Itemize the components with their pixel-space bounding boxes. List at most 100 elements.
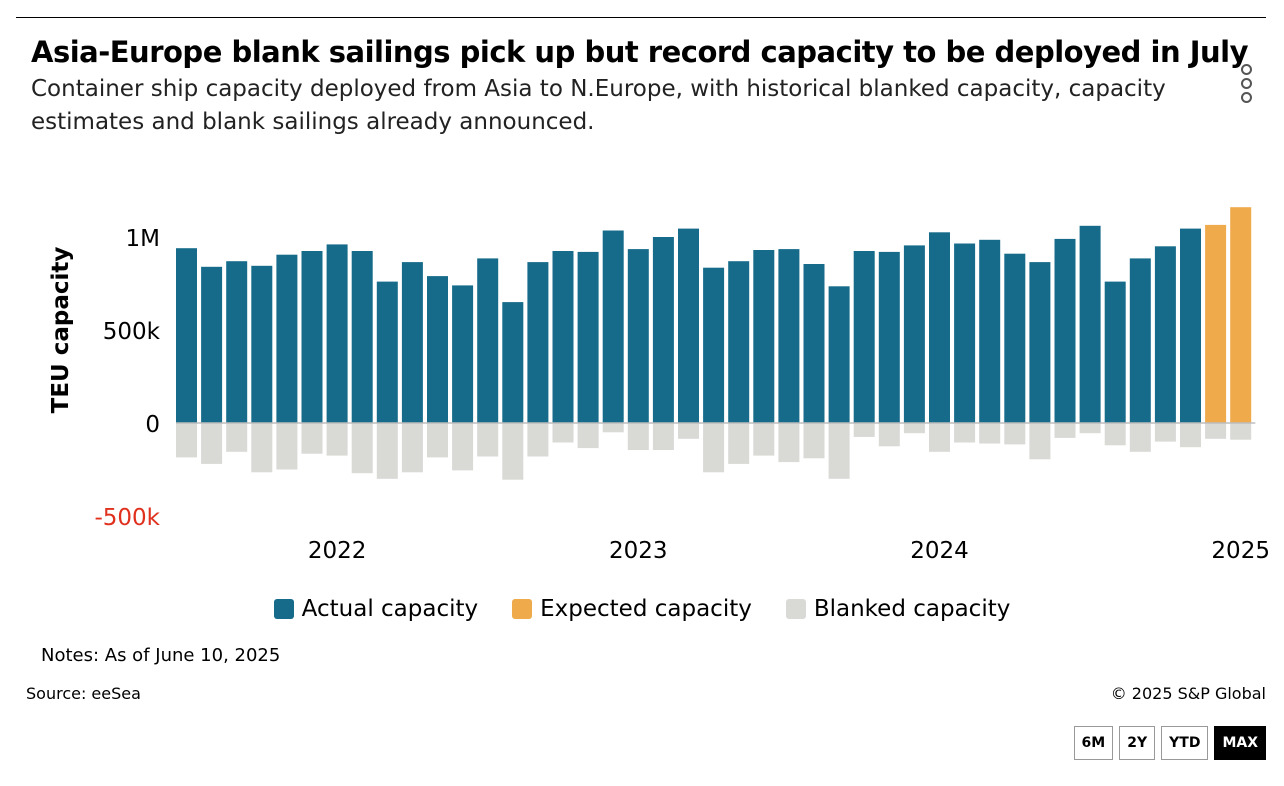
bar-blanked-1[interactable] xyxy=(201,423,223,464)
bar-blanked-18[interactable] xyxy=(627,423,649,450)
bar-actual-1[interactable] xyxy=(201,266,223,423)
bar-blanked-33[interactable] xyxy=(1004,423,1026,445)
bar-blanked-20[interactable] xyxy=(678,423,699,439)
bar-blanked-4[interactable] xyxy=(276,423,298,470)
bar-actual-12[interactable] xyxy=(477,258,499,423)
bar-actual-27[interactable] xyxy=(853,251,875,423)
bar-blanked-13[interactable] xyxy=(502,423,524,480)
bar-blanked-10[interactable] xyxy=(427,423,448,458)
bar-actual-39[interactable] xyxy=(1154,246,1176,423)
bar-actual-38[interactable] xyxy=(1129,258,1151,423)
bar-blanked-14[interactable] xyxy=(527,423,549,457)
bar-actual-32[interactable] xyxy=(979,239,1001,423)
legend-label-actual: Actual capacity xyxy=(301,596,479,622)
bar-blanked-38[interactable] xyxy=(1129,423,1151,452)
bar-blanked-30[interactable] xyxy=(929,423,950,452)
bar-actual-6[interactable] xyxy=(326,244,348,423)
bar-blanked-26[interactable] xyxy=(828,423,850,479)
bar-actual-4[interactable] xyxy=(276,254,298,423)
legend-item-blanked[interactable]: Blanked capacity xyxy=(785,596,1011,622)
bar-actual-14[interactable] xyxy=(527,262,549,423)
bar-actual-2[interactable] xyxy=(226,261,248,423)
bar-blanked-31[interactable] xyxy=(954,423,976,443)
bar-blanked-5[interactable] xyxy=(301,423,323,454)
bar-expected-41[interactable] xyxy=(1205,224,1227,423)
bar-actual-7[interactable] xyxy=(351,251,373,423)
bar-actual-19[interactable] xyxy=(652,237,674,423)
y-tick-label-3: -500k xyxy=(94,505,160,531)
bar-actual-23[interactable] xyxy=(753,250,775,423)
kebab-menu-icon[interactable] xyxy=(1236,64,1256,103)
bar-actual-13[interactable] xyxy=(502,302,524,423)
bar-blanked-17[interactable] xyxy=(602,423,624,433)
x-tick-label-2: 2024 xyxy=(910,538,969,564)
bar-blanked-7[interactable] xyxy=(351,423,373,474)
bar-actual-25[interactable] xyxy=(803,264,825,423)
bar-blanked-27[interactable] xyxy=(853,423,875,437)
bar-actual-16[interactable] xyxy=(577,251,599,423)
bar-actual-30[interactable] xyxy=(929,232,950,423)
bar-blanked-21[interactable] xyxy=(703,423,725,473)
bar-actual-29[interactable] xyxy=(903,245,925,423)
bar-actual-15[interactable] xyxy=(552,251,574,423)
bar-blanked-6[interactable] xyxy=(326,423,348,456)
bar-actual-31[interactable] xyxy=(954,243,976,424)
bar-blanked-28[interactable] xyxy=(878,423,900,447)
bar-actual-17[interactable] xyxy=(602,230,624,424)
range-button-ytd[interactable]: YTD xyxy=(1161,726,1209,760)
bar-actual-28[interactable] xyxy=(878,251,900,423)
bar-blanked-11[interactable] xyxy=(452,423,474,471)
range-button-max[interactable]: MAX xyxy=(1214,726,1266,760)
bar-blanked-24[interactable] xyxy=(778,423,800,463)
bar-blanked-39[interactable] xyxy=(1154,423,1176,442)
bar-actual-36[interactable] xyxy=(1079,225,1101,423)
bar-blanked-12[interactable] xyxy=(477,423,499,457)
bar-actual-22[interactable] xyxy=(728,261,750,423)
bar-blanked-23[interactable] xyxy=(753,423,775,456)
bar-actual-26[interactable] xyxy=(828,286,850,423)
bar-blanked-8[interactable] xyxy=(376,423,398,479)
bar-actual-11[interactable] xyxy=(452,285,474,423)
bar-actual-5[interactable] xyxy=(301,251,323,423)
bar-actual-40[interactable] xyxy=(1180,228,1201,423)
range-button-2y[interactable]: 2Y xyxy=(1119,726,1156,760)
bar-expected-42[interactable] xyxy=(1230,207,1252,423)
bar-blanked-9[interactable] xyxy=(401,423,423,473)
bar-blanked-41[interactable] xyxy=(1205,423,1227,439)
bar-actual-34[interactable] xyxy=(1029,262,1051,423)
legend-item-actual[interactable]: Actual capacity xyxy=(273,596,479,622)
bar-actual-0[interactable] xyxy=(176,248,197,423)
bar-actual-21[interactable] xyxy=(703,267,725,423)
bar-actual-33[interactable] xyxy=(1004,253,1026,423)
bar-blanked-0[interactable] xyxy=(176,423,197,458)
bar-blanked-32[interactable] xyxy=(979,423,1001,444)
bar-blanked-3[interactable] xyxy=(251,423,273,473)
range-button-6m[interactable]: 6M xyxy=(1073,726,1114,760)
bar-blanked-42[interactable] xyxy=(1230,423,1252,440)
bar-blanked-40[interactable] xyxy=(1180,423,1201,448)
bar-blanked-22[interactable] xyxy=(728,423,750,464)
bar-blanked-16[interactable] xyxy=(577,423,599,449)
bar-actual-24[interactable] xyxy=(778,249,800,423)
bar-blanked-15[interactable] xyxy=(552,423,574,443)
bar-blanked-19[interactable] xyxy=(652,423,674,450)
bar-blanked-34[interactable] xyxy=(1029,423,1051,460)
chart-title: Asia-Europe blank sailings pick up but r… xyxy=(31,35,1248,69)
legend-item-expected[interactable]: Expected capacity xyxy=(512,596,752,622)
bar-blanked-37[interactable] xyxy=(1104,423,1126,446)
bar-actual-18[interactable] xyxy=(627,249,649,423)
bar-actual-35[interactable] xyxy=(1054,238,1076,423)
bar-blanked-36[interactable] xyxy=(1079,423,1101,434)
bar-actual-37[interactable] xyxy=(1104,281,1126,423)
bar-actual-3[interactable] xyxy=(251,265,273,423)
bar-blanked-35[interactable] xyxy=(1054,423,1076,438)
source: Source: eeSea xyxy=(26,684,141,703)
bar-actual-20[interactable] xyxy=(678,228,699,423)
bar-actual-10[interactable] xyxy=(427,276,448,423)
bar-actual-9[interactable] xyxy=(401,262,423,423)
bar-blanked-29[interactable] xyxy=(903,423,925,434)
legend-label-blanked: Blanked capacity xyxy=(813,596,1011,622)
bar-blanked-2[interactable] xyxy=(226,423,248,452)
bar-actual-8[interactable] xyxy=(376,281,398,423)
bar-blanked-25[interactable] xyxy=(803,423,825,459)
